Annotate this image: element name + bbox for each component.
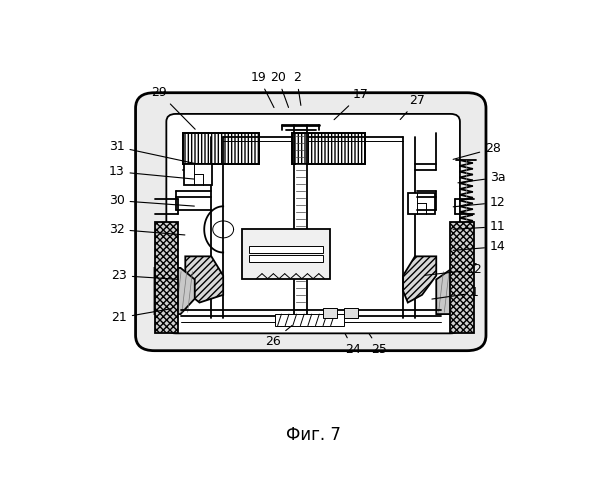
Text: 17: 17 xyxy=(334,88,368,120)
Text: 1: 1 xyxy=(432,286,478,300)
Bar xyxy=(183,133,258,164)
Circle shape xyxy=(196,280,205,287)
Text: 30: 30 xyxy=(109,194,194,207)
Text: 29: 29 xyxy=(152,86,195,129)
Text: 14: 14 xyxy=(453,240,506,253)
Text: 31: 31 xyxy=(109,140,194,164)
Text: Фиг. 7: Фиг. 7 xyxy=(286,426,340,444)
Polygon shape xyxy=(403,256,436,302)
Circle shape xyxy=(415,294,425,301)
Polygon shape xyxy=(185,256,223,302)
Text: 27: 27 xyxy=(400,94,425,120)
Bar xyxy=(249,255,323,262)
Text: 23: 23 xyxy=(111,269,178,282)
Text: 21: 21 xyxy=(111,309,170,324)
Polygon shape xyxy=(450,222,474,334)
Text: 11: 11 xyxy=(453,220,506,233)
Polygon shape xyxy=(155,222,178,334)
Text: 25: 25 xyxy=(369,334,387,356)
Circle shape xyxy=(196,286,205,294)
Bar xyxy=(249,246,323,252)
Polygon shape xyxy=(155,268,195,314)
FancyBboxPatch shape xyxy=(166,114,460,334)
Text: 24: 24 xyxy=(345,334,361,356)
Text: 32: 32 xyxy=(109,223,185,236)
Text: 26: 26 xyxy=(265,326,292,347)
Polygon shape xyxy=(436,268,464,314)
Bar xyxy=(408,193,435,214)
Circle shape xyxy=(196,294,205,301)
Text: 3a: 3a xyxy=(458,171,506,184)
Bar xyxy=(323,308,337,318)
Text: 22: 22 xyxy=(425,264,482,276)
Bar xyxy=(292,133,365,164)
FancyBboxPatch shape xyxy=(136,92,486,350)
Text: 12: 12 xyxy=(453,196,506,209)
Bar xyxy=(185,164,212,185)
Circle shape xyxy=(415,280,425,287)
Bar xyxy=(275,314,344,326)
Circle shape xyxy=(415,286,425,294)
Bar xyxy=(344,308,358,318)
Text: 28: 28 xyxy=(453,142,501,160)
Text: 20: 20 xyxy=(269,71,288,108)
Text: 2: 2 xyxy=(293,71,301,106)
Bar xyxy=(242,230,330,280)
Text: 19: 19 xyxy=(251,71,274,108)
Text: 13: 13 xyxy=(109,165,194,179)
